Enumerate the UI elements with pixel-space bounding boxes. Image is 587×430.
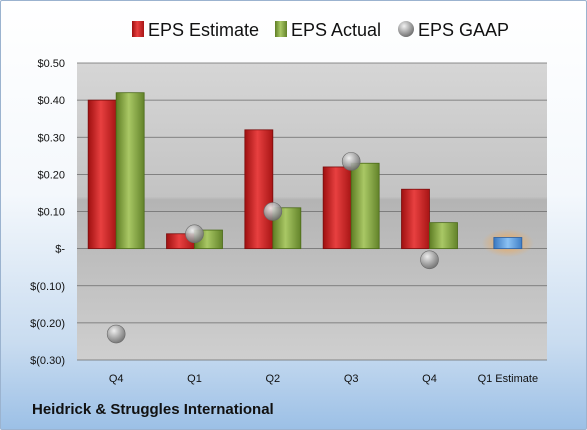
gridlines bbox=[77, 62, 547, 361]
legend-swatch-eps-estimate bbox=[132, 21, 144, 37]
legend-label-eps-estimate: EPS Estimate bbox=[148, 20, 259, 40]
x-tick-label: Q1 Estimate bbox=[478, 373, 539, 385]
x-tick-label: Q2 bbox=[265, 373, 280, 385]
y-tick-label: $0.20 bbox=[37, 169, 65, 181]
bar-eps-actual bbox=[350, 162, 380, 250]
y-tick-label: $(0.10) bbox=[30, 281, 65, 293]
y-tick-label: $0.50 bbox=[37, 58, 65, 70]
x-tick-label: Q4 bbox=[422, 373, 437, 385]
y-tick-label: $(0.20) bbox=[30, 318, 65, 330]
y-tick-label: $0.30 bbox=[37, 132, 65, 144]
y-tick-label: $0.40 bbox=[37, 95, 65, 107]
x-axis-ticks: Q4 Q1 Q2 Q3 Q4 Q1 Estimate bbox=[109, 373, 538, 385]
y-tick-label: $0.10 bbox=[37, 207, 65, 219]
legend-swatch-eps-gaap bbox=[398, 21, 414, 37]
bar-eps-estimate bbox=[401, 188, 430, 250]
point-eps-gaap bbox=[263, 202, 283, 221]
x-tick-label: Q4 bbox=[109, 373, 124, 385]
bar-eps-actual bbox=[115, 92, 145, 250]
x-tick-label: Q3 bbox=[344, 373, 359, 385]
bar-eps-estimate-next bbox=[493, 237, 523, 250]
legend-swatch-eps-actual bbox=[275, 21, 287, 37]
x-tick-label: Q1 bbox=[187, 373, 202, 385]
bar-eps-estimate bbox=[87, 99, 117, 250]
company-name: Heidrick & Struggles International bbox=[32, 401, 274, 418]
point-eps-gaap bbox=[185, 224, 204, 244]
point-eps-gaap bbox=[341, 152, 361, 171]
y-tick-label: $- bbox=[55, 244, 65, 256]
legend-label-eps-actual: EPS Actual bbox=[291, 20, 381, 40]
y-tick-label: $(0.30) bbox=[30, 355, 65, 367]
bar-eps-estimate bbox=[244, 129, 274, 250]
chart-marks bbox=[87, 92, 534, 344]
legend-label-eps-gaap: EPS GAAP bbox=[418, 20, 509, 40]
point-eps-gaap bbox=[420, 250, 439, 270]
legend-item-eps-estimate: EPS Estimate bbox=[132, 20, 259, 40]
point-eps-gaap bbox=[106, 324, 126, 344]
legend-item-eps-actual: EPS Actual bbox=[275, 20, 381, 40]
y-axis-ticks: $0.50 $0.40 $0.30 $0.20 $0.10 $- $(0.10) $(0.20… bbox=[30, 58, 65, 367]
legend: EPS Estimate EPS Actual EPS GAAP bbox=[132, 20, 509, 40]
bar-eps-estimate bbox=[322, 166, 352, 250]
legend-item-eps-gaap: EPS GAAP bbox=[398, 20, 509, 40]
bar-eps-actual bbox=[429, 222, 458, 250]
